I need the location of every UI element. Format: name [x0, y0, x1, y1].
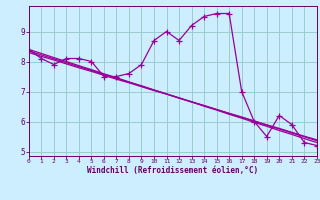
X-axis label: Windchill (Refroidissement éolien,°C): Windchill (Refroidissement éolien,°C)	[87, 166, 258, 175]
